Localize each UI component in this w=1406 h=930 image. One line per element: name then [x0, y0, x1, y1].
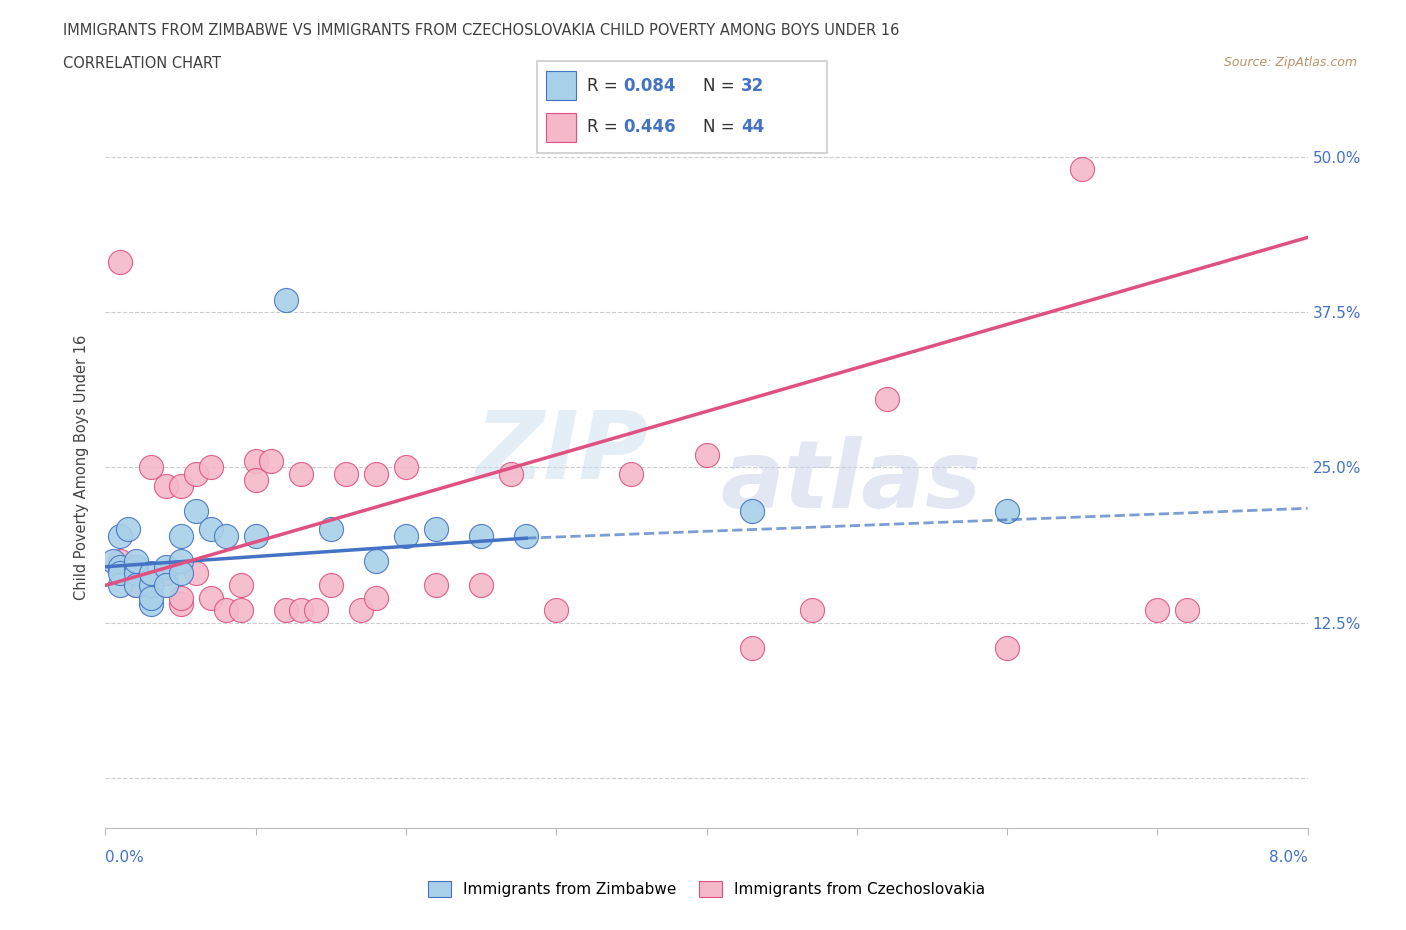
Point [169, 528, 191, 543]
Point [214, 603, 236, 618]
Point [117, 522, 139, 537]
Text: atlas: atlas [720, 436, 981, 527]
Point [169, 565, 191, 580]
Point [110, 528, 132, 543]
Point [169, 479, 191, 494]
Point [184, 503, 207, 518]
Text: CORRELATION CHART: CORRELATION CHART [63, 56, 221, 71]
Point [274, 603, 297, 618]
Point [364, 553, 387, 568]
Text: R =: R = [588, 76, 623, 95]
FancyBboxPatch shape [546, 71, 575, 100]
Point [290, 466, 312, 481]
Point [425, 578, 447, 592]
Point [110, 559, 132, 574]
Point [335, 466, 357, 481]
Point [995, 640, 1018, 655]
FancyBboxPatch shape [546, 113, 575, 142]
Text: R =: R = [588, 118, 623, 137]
Text: 32: 32 [741, 76, 765, 95]
Point [124, 559, 146, 574]
Point [546, 603, 568, 618]
Text: 0.084: 0.084 [623, 76, 675, 95]
Point [184, 466, 207, 481]
Point [350, 603, 373, 618]
Point [124, 559, 146, 574]
FancyBboxPatch shape [537, 61, 827, 153]
Point [110, 255, 132, 270]
Point [319, 578, 342, 592]
Text: 44: 44 [741, 118, 765, 137]
Point [470, 528, 492, 543]
Point [1146, 603, 1168, 618]
Text: 0.446: 0.446 [623, 118, 675, 137]
Text: Source: ZipAtlas.com: Source: ZipAtlas.com [1223, 56, 1357, 69]
Point [290, 603, 312, 618]
Point [169, 553, 191, 568]
Point [245, 528, 267, 543]
Point [364, 591, 387, 605]
Point [501, 466, 523, 481]
Point [124, 565, 146, 580]
Text: 0.0%: 0.0% [105, 850, 145, 865]
Point [200, 591, 222, 605]
Point [515, 528, 537, 543]
Point [200, 522, 222, 537]
Point [101, 553, 124, 568]
Point [124, 553, 146, 568]
Y-axis label: Child Poverty Among Boys Under 16: Child Poverty Among Boys Under 16 [75, 335, 90, 600]
Point [425, 522, 447, 537]
Point [305, 603, 328, 618]
Point [245, 472, 267, 487]
Point [620, 466, 643, 481]
Point [1071, 162, 1094, 177]
Point [169, 596, 191, 611]
Point [470, 578, 492, 592]
Point [800, 603, 823, 618]
Point [124, 578, 146, 592]
Point [184, 565, 207, 580]
Point [139, 596, 162, 611]
Point [741, 503, 763, 518]
Point [110, 553, 132, 568]
Point [319, 522, 342, 537]
Point [139, 578, 162, 592]
Point [395, 528, 418, 543]
Text: ZIP: ZIP [475, 407, 648, 498]
Point [139, 460, 162, 475]
Text: 8.0%: 8.0% [1268, 850, 1308, 865]
Text: N =: N = [703, 118, 740, 137]
Point [169, 591, 191, 605]
Point [139, 578, 162, 592]
Point [229, 578, 252, 592]
Point [741, 640, 763, 655]
Legend: Immigrants from Zimbabwe, Immigrants from Czechoslovakia: Immigrants from Zimbabwe, Immigrants fro… [422, 875, 991, 903]
Point [214, 528, 236, 543]
Point [110, 565, 132, 580]
Point [124, 578, 146, 592]
Point [200, 460, 222, 475]
Point [274, 292, 297, 307]
Text: N =: N = [703, 76, 740, 95]
Point [155, 578, 177, 592]
Point [139, 565, 162, 580]
Point [260, 454, 283, 469]
Point [155, 479, 177, 494]
Point [155, 559, 177, 574]
Point [229, 603, 252, 618]
Point [139, 591, 162, 605]
Point [876, 392, 898, 406]
Point [1175, 603, 1198, 618]
Point [395, 460, 418, 475]
Point [155, 565, 177, 580]
Point [696, 447, 718, 462]
Point [995, 503, 1018, 518]
Point [245, 454, 267, 469]
Point [364, 466, 387, 481]
Point [110, 578, 132, 592]
Text: IMMIGRANTS FROM ZIMBABWE VS IMMIGRANTS FROM CZECHOSLOVAKIA CHILD POVERTY AMONG B: IMMIGRANTS FROM ZIMBABWE VS IMMIGRANTS F… [63, 23, 900, 38]
